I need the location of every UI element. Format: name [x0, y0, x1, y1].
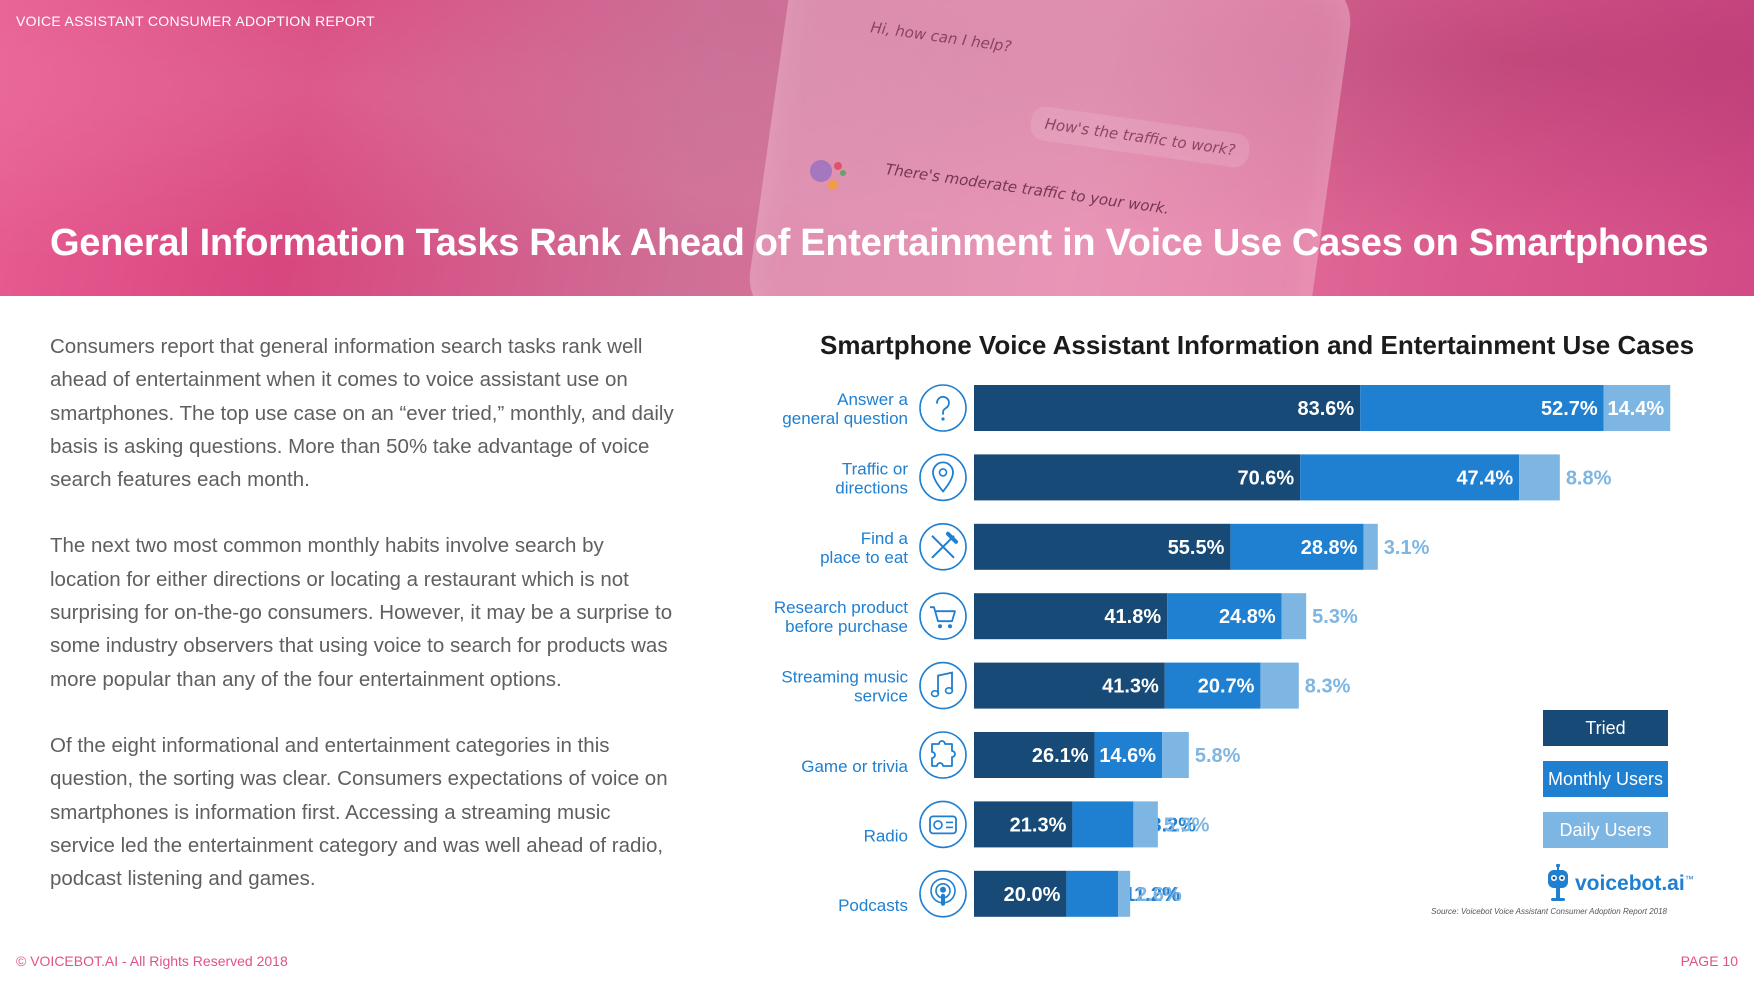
data-label: 28.8%	[1301, 537, 1358, 559]
category-label: Traffic or	[842, 459, 908, 478]
bar-daily-users	[1118, 870, 1131, 917]
logo-text: voicebot.ai	[1575, 872, 1685, 895]
chart-title: Smartphone Voice Assistant Information a…	[820, 330, 1695, 360]
bar-tried	[974, 385, 1361, 431]
footer-copyright: © VOICEBOT.AI - All Rights Reserved 2018	[16, 953, 288, 969]
data-label: 14.6%	[1099, 745, 1156, 767]
data-label: 5.3%	[1312, 606, 1358, 628]
bar-tried	[974, 662, 1165, 709]
bar-tried	[974, 593, 1168, 640]
bar-daily-users	[1363, 523, 1378, 570]
logo-tm: ™	[1684, 874, 1694, 884]
hero-shade	[0, 0, 1754, 296]
data-label: 20.0%	[1004, 884, 1061, 906]
bar-tried	[974, 454, 1301, 501]
category-label: service	[854, 687, 908, 706]
podcast-icon	[919, 869, 967, 918]
data-label: 5.8%	[1195, 745, 1241, 767]
bar-tried	[974, 870, 1067, 917]
music-note-icon	[919, 661, 967, 710]
bar-daily-users	[1603, 385, 1671, 431]
footer-page-number: PAGE 10	[1680, 953, 1738, 969]
puzzle-icon	[919, 731, 967, 779]
legend-tried: Tried	[1543, 710, 1668, 746]
category-label: Radio	[864, 826, 908, 845]
category-label: place to eat	[820, 548, 908, 567]
category-label: directions	[835, 478, 908, 497]
page-title: General Information Tasks Rank Ahead of …	[50, 222, 1709, 264]
bar-tried	[974, 801, 1073, 848]
category-label: Research product	[774, 598, 908, 617]
data-label: 83.6%	[1298, 398, 1355, 420]
hero-banner: Hi, how can I help? How's the traffic to…	[0, 0, 1754, 296]
category-label: Podcasts	[838, 896, 908, 915]
body-text: Consumers report that general informatio…	[50, 330, 680, 928]
bar-monthly-users	[1360, 385, 1604, 431]
category-label: Game or trivia	[801, 757, 908, 776]
category-label: Streaming music	[781, 668, 908, 687]
data-label: 20.7%	[1198, 676, 1255, 698]
data-label: 21.3%	[1010, 814, 1067, 836]
data-label: 70.6%	[1237, 467, 1294, 489]
data-label: 41.3%	[1102, 676, 1159, 698]
paragraph-1: Consumers report that general informatio…	[50, 335, 674, 492]
bar-monthly-users	[1094, 732, 1163, 778]
legend-monthly-users: Monthly Users	[1543, 761, 1668, 797]
bar-tried	[974, 732, 1095, 778]
bar-tried	[974, 523, 1231, 570]
category-label: before purchase	[785, 617, 908, 636]
data-label: 5.3%	[1164, 814, 1210, 836]
data-label: 14.4%	[1608, 398, 1665, 420]
question-icon	[919, 384, 967, 432]
bar-daily-users	[1133, 801, 1158, 848]
data-label: 55.5%	[1168, 537, 1225, 559]
bar-daily-users	[1260, 662, 1299, 709]
data-label: 52.7%	[1541, 398, 1598, 420]
data-label: 2.6%	[1136, 884, 1182, 906]
paragraph-3: Of the eight informational and entertain…	[50, 733, 668, 891]
bar-daily-users	[1162, 732, 1189, 778]
data-label: 11.2%	[1124, 884, 1180, 906]
bar-monthly-users	[1230, 523, 1364, 570]
voicebot-logo: voicebot.ai ™	[1545, 864, 1694, 904]
data-label: 3.1%	[1384, 537, 1430, 559]
category-label: Answer a	[837, 390, 908, 409]
data-label: 8.8%	[1566, 467, 1612, 489]
robot-icon	[1548, 864, 1568, 901]
utensils-icon	[919, 523, 967, 571]
radio-icon	[919, 800, 967, 849]
report-label: VOICE ASSISTANT CONSUMER ADOPTION REPORT	[16, 13, 375, 29]
bar-monthly-users	[1167, 593, 1282, 640]
data-label: 26.1%	[1032, 745, 1089, 767]
source-note: Source: Voicebot Voice Assistant Consume…	[1431, 907, 1667, 916]
bar-daily-users	[1281, 593, 1307, 640]
data-label: 8.3%	[1305, 676, 1351, 698]
data-label: 41.8%	[1104, 606, 1161, 628]
bar-monthly-users	[1300, 454, 1520, 501]
paragraph-2: The next two most common monthly habits …	[50, 534, 673, 691]
bar-monthly-users	[1164, 662, 1261, 709]
legend-daily-users: Daily Users	[1543, 812, 1668, 848]
bar-monthly-users	[1066, 870, 1119, 917]
bar-monthly-users	[1072, 801, 1134, 848]
shopping-cart-icon	[919, 592, 967, 640]
data-label: 24.8%	[1219, 606, 1276, 628]
location-pin-icon	[919, 453, 967, 502]
category-label: general question	[782, 409, 908, 428]
category-label: Find a	[861, 529, 909, 548]
data-label: 47.4%	[1456, 467, 1513, 489]
bar-daily-users	[1519, 454, 1560, 501]
